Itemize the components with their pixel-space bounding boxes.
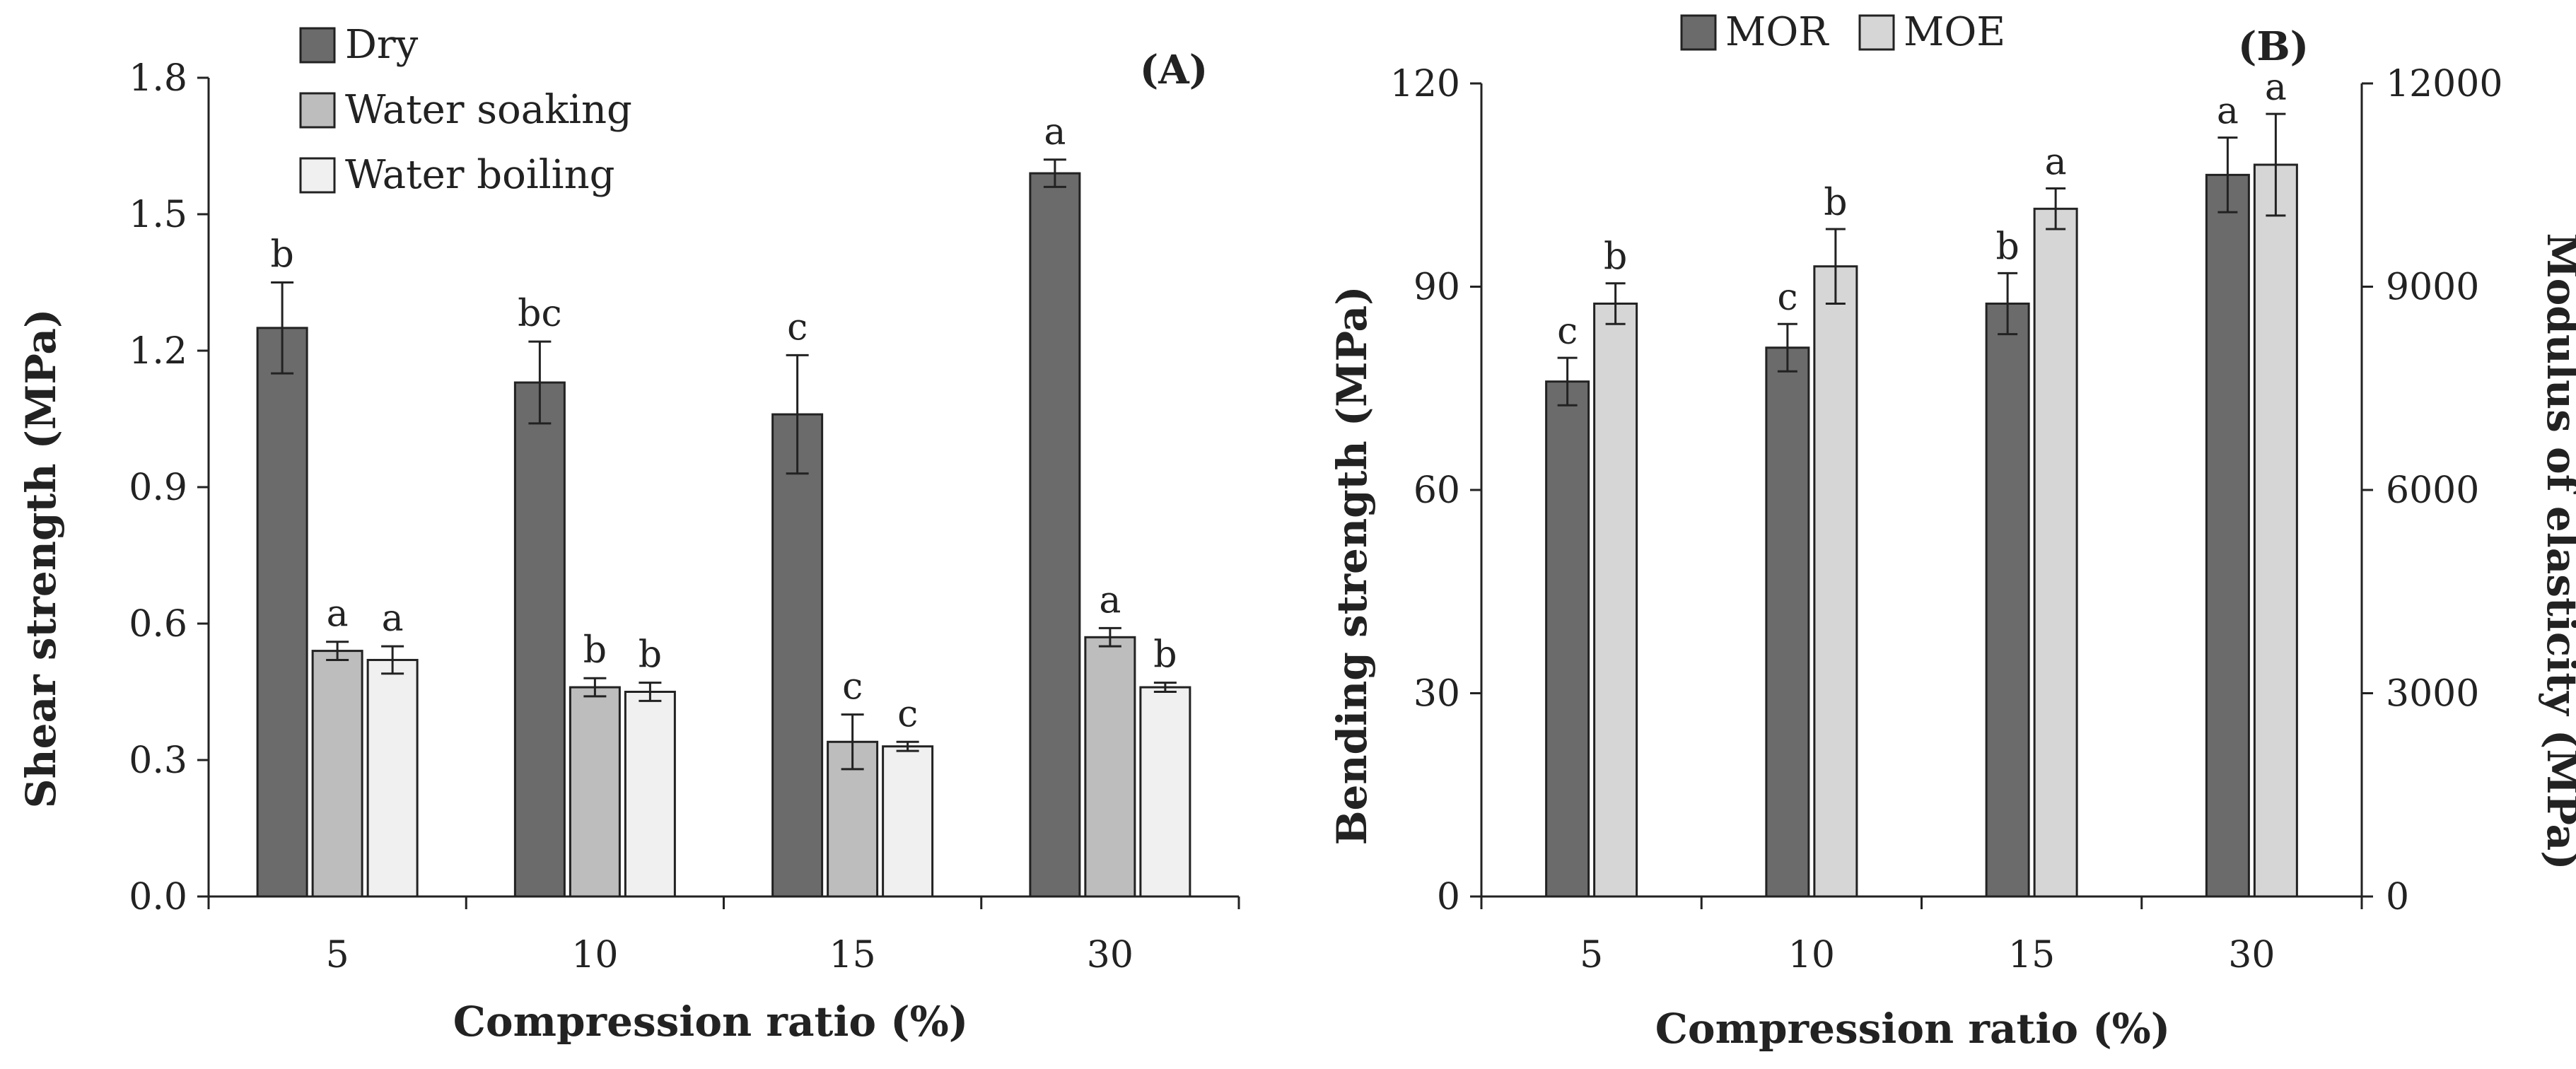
panel-a-legend-swatch [299,27,336,64]
panel-b-bar [1985,302,2030,898]
panel-a-legend-label: Water boiling [345,152,615,198]
panel-a-significance-letter: b [639,634,662,677]
panel-b-bar [2205,173,2250,898]
panel-a-significance-letter: a [382,597,404,640]
panel-a-x-tick-label: 15 [829,934,876,976]
panel-b-legend-label: MOR [1725,9,1829,55]
panel-a-bar [1029,172,1081,898]
panel-b-legend-label: MOE [1904,9,2005,55]
panel-a-significance-letter: b [1153,634,1177,677]
panel-a-legend: Dry Water soaking Water boiling [299,22,632,198]
panel-a-bar [882,745,934,898]
panel-a-bar [366,658,419,898]
panel-a-axes: 0.0 0.3 0.6 0.9 1.2 1.5 1.8 5 10 15 30 [129,57,1240,976]
panel-b-y-tick-label: 120 [1390,63,1460,105]
panel-a-bar [1084,636,1136,898]
panel-a-y-tick-label: 0.9 [129,467,187,509]
panel-b-bar [2033,207,2078,898]
panel-a-significance-letter: a [327,593,349,636]
panel-a-significance-letter: bc [518,293,561,335]
panel-a-x-tick-label: 30 [1087,934,1133,976]
panel-a-significance-letter: a [1099,579,1121,621]
panel-a-x-axis-title: Compression ratio (%) [453,998,968,1046]
panel-b-significance-letter: a [2217,90,2239,133]
panel-a-y-tick-label: 1.8 [129,57,187,100]
panel-b-bar [1765,346,1810,898]
panel-b-label: (B) [2238,23,2309,70]
panel-b-x-tick-label: 10 [1788,934,1835,976]
panel-b-bar [1813,265,1858,898]
panel-b-x-tick-label: 30 [2228,934,2275,976]
panel-a-x-tick-label: 5 [326,934,349,976]
panel-b-x-tick-label: 5 [1580,934,1603,976]
panel-b-y2-tick-label: 12000 [2386,63,2502,105]
panel-a-bar [771,413,824,898]
panel-a-legend-label: Dry [345,22,419,68]
panel-b-y2-axis-title: Modulus of elasticity (MPa) [2538,233,2576,870]
panel-a-y-axis-title: Shear strength (MPa) [17,309,65,809]
panel-a-legend-swatch [299,157,336,194]
panel-b: Bending strength (MPa) Modulus of elasti… [1328,9,2576,1053]
panel-a-y-tick-label: 1.5 [129,194,187,236]
panel-b-significance-letter: b [1824,182,1847,224]
panel-b-y-tick-label: 0 [1437,876,1460,918]
panel-b-significance-letter: a [2045,141,2067,184]
panel-b-y2-tick-label: 0 [2386,876,2409,918]
panel-b-x-axis-title: Compression ratio (%) [1655,1005,2170,1053]
panel-b-bar [1593,302,1638,898]
panel-a: Shear strength (MPa) Compression ratio (… [17,22,1240,1046]
panel-a-legend-swatch [299,92,336,129]
panel-b-axes: 0 30 60 90 120 0 3000 6000 9000 12000 5 10 15 30 [1390,63,2503,976]
panel-a-significance-letter: c [842,666,863,708]
panel-a-bar [624,691,676,898]
panel-a-y-tick-label: 0.6 [129,603,187,646]
panel-b-legend-swatch [1680,14,1717,51]
panel-b-y2-tick-label: 6000 [2386,469,2479,512]
panel-a-y-tick-label: 0.0 [129,876,187,918]
panel-b-y-tick-label: 30 [1414,673,1460,715]
panel-a-y-tick-label: 1.2 [129,330,187,373]
panel-a-legend-label: Water soaking [345,87,632,133]
panel-b-y-axis-title: Bending strength (MPa) [1328,286,1376,845]
panel-a-bar [569,686,621,898]
panel-a-significance-letter: c [897,693,918,735]
panel-b-y2-tick-label: 3000 [2386,673,2479,715]
panel-b-legend: MOR MOE [1680,9,2005,55]
panel-b-significance-letter: a [2265,66,2287,109]
panel-a-bar [1139,686,1191,898]
panel-a-significance-letter: a [1044,111,1066,153]
panel-b-significance-letter: c [1777,276,1797,319]
panel-a-label: (A) [1140,47,1208,93]
panel-b-y-tick-label: 60 [1414,469,1460,512]
panel-a-significance-letter: b [583,629,607,672]
panel-b-significance-letter: b [1995,226,2019,268]
panel-b-y2-tick-label: 9000 [2386,267,2479,309]
panel-a-significance-letter: b [270,234,293,276]
panel-a-bar [256,327,308,898]
panel-a-bar [311,650,363,898]
panel-a-significance-letter: c [787,306,808,349]
panel-b-legend-swatch [1858,14,1895,51]
panel-b-significance-letter: c [1557,310,1578,353]
panel-a-y-tick-label: 0.3 [129,740,187,782]
panel-a-x-tick-label: 10 [571,934,618,976]
panel-b-significance-letter: b [1604,236,1627,279]
panel-a-bar [513,381,566,898]
panel-b-x-tick-label: 15 [2008,934,2055,976]
panel-b-y-tick-label: 90 [1414,267,1460,309]
panel-b-bar [2253,163,2298,898]
panel-b-bar [1545,380,1590,898]
